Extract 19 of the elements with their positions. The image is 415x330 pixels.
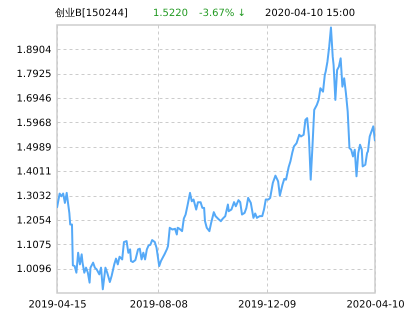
- y-tick-label: 1.0096: [16, 264, 52, 276]
- y-tick-label: 1.6946: [16, 94, 52, 105]
- x-tick-label: 2020-04-10: [346, 300, 405, 310]
- text: -3.67% ↓: [199, 8, 246, 19]
- y-tick-label: 1.4989: [16, 142, 52, 154]
- y-tick-label: 1.8904: [16, 44, 52, 56]
- line-series: [57, 26, 375, 290]
- chart-title: 创业B[150244]: [55, 7, 128, 19]
- y-tick-label: 1.7925: [16, 69, 52, 80]
- text: 2020-04-10 15:00: [265, 8, 356, 19]
- x-tick-label: 2019-12-09: [238, 300, 296, 310]
- x-tick-label: 2019-04-15: [28, 300, 87, 310]
- y-tick-label: 1.4011: [16, 166, 52, 178]
- y-tick-label: 1.3032: [16, 191, 52, 202]
- y-tick-label: 1.1075: [16, 240, 52, 251]
- y-tick-label: 1.5968: [16, 118, 52, 129]
- x-tick-label: 2019-08-08: [130, 300, 188, 310]
- y-tick-label: 1.2054: [16, 215, 52, 226]
- text: 1.5220: [153, 8, 188, 19]
